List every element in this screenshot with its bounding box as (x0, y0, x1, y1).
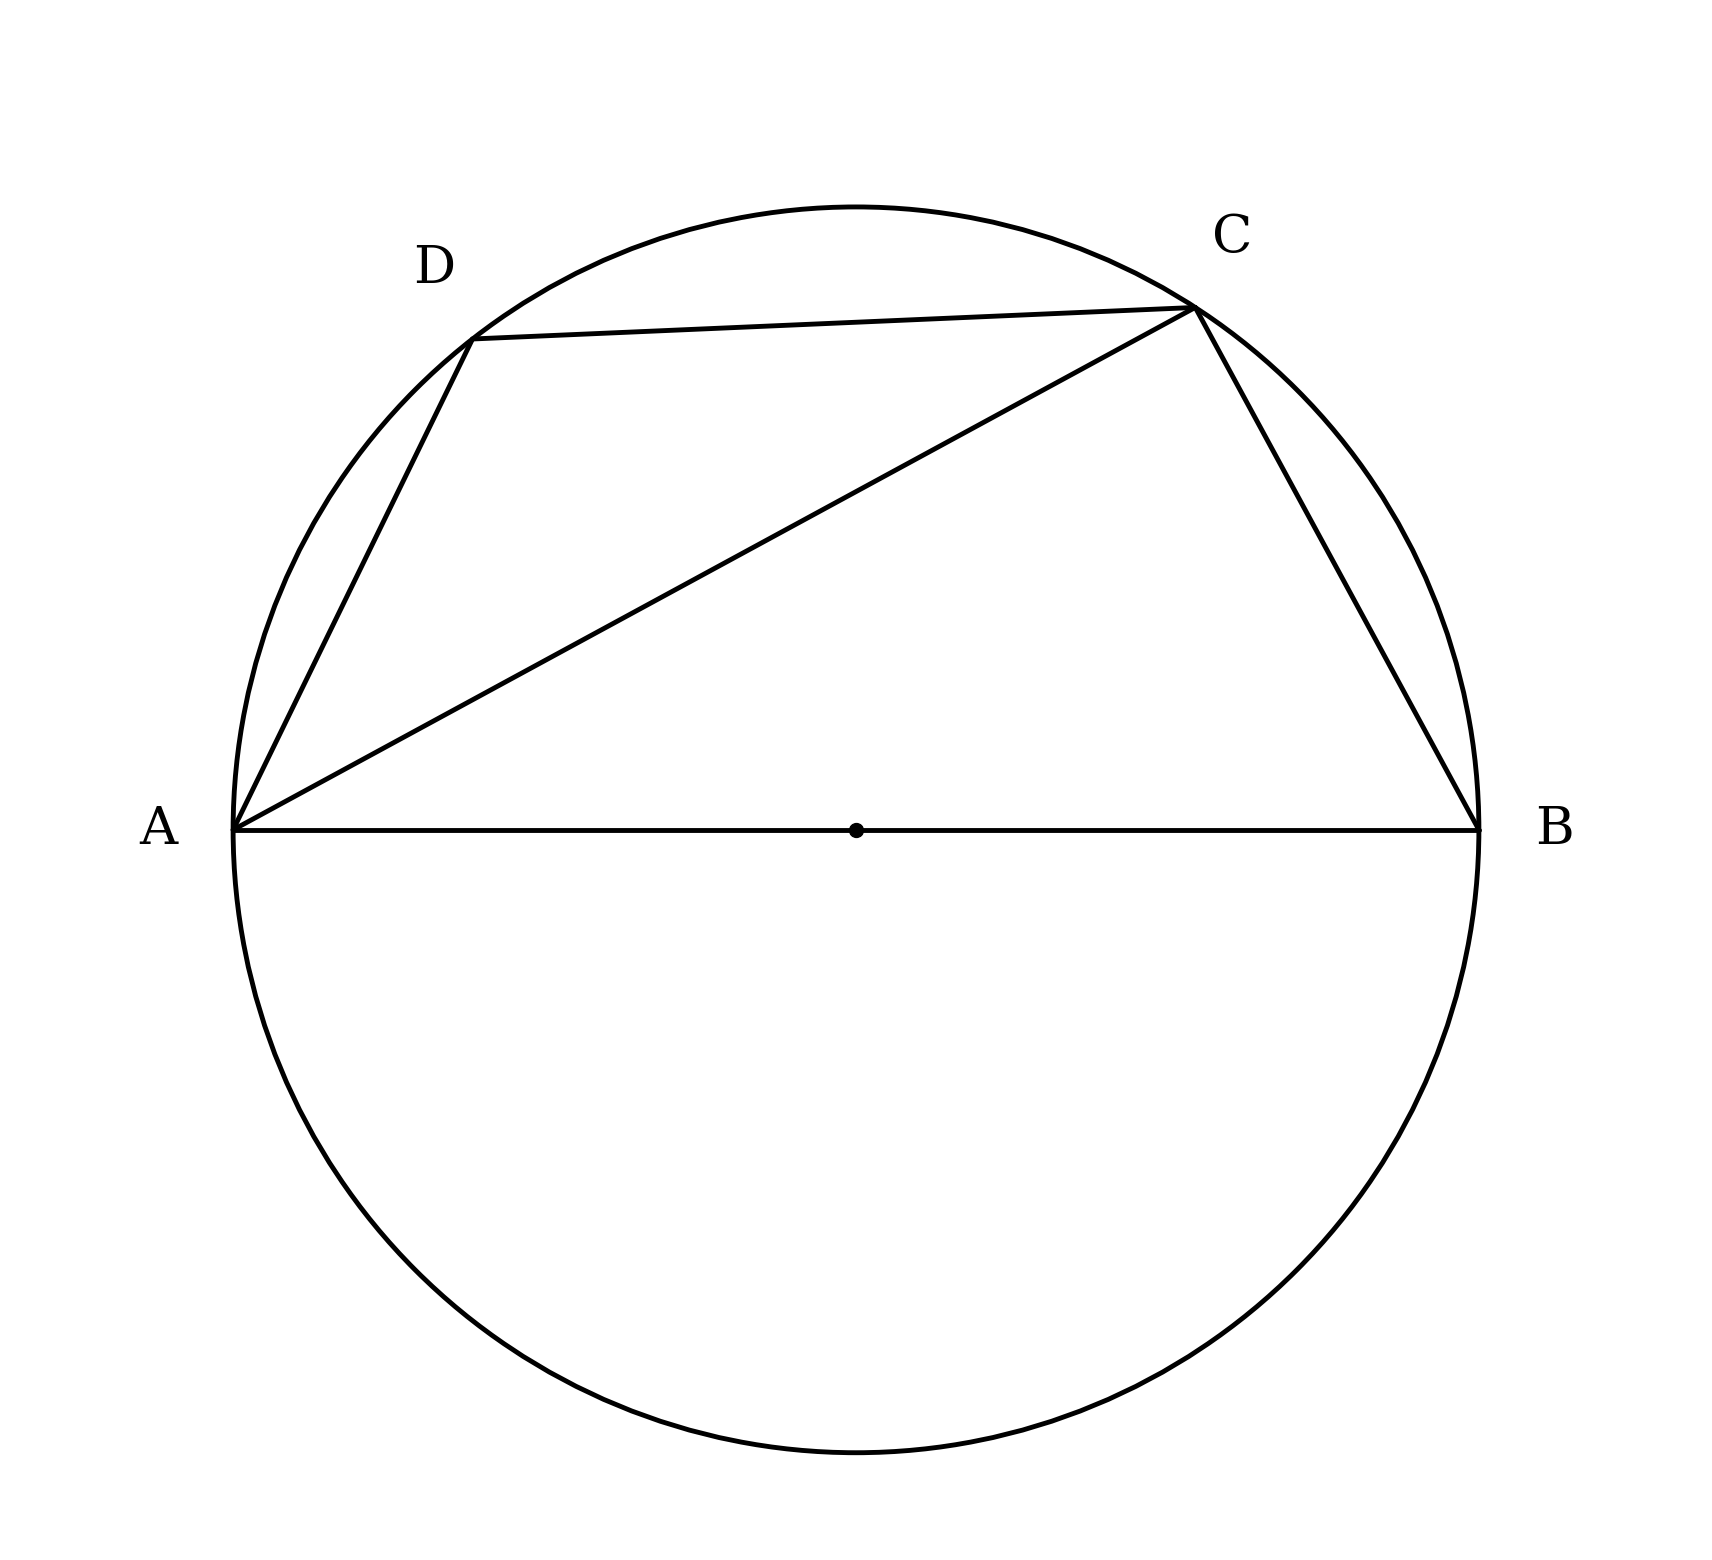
Text: B: B (1536, 805, 1573, 855)
Text: D: D (414, 243, 455, 295)
Text: C: C (1212, 212, 1253, 262)
Text: A: A (139, 805, 176, 855)
